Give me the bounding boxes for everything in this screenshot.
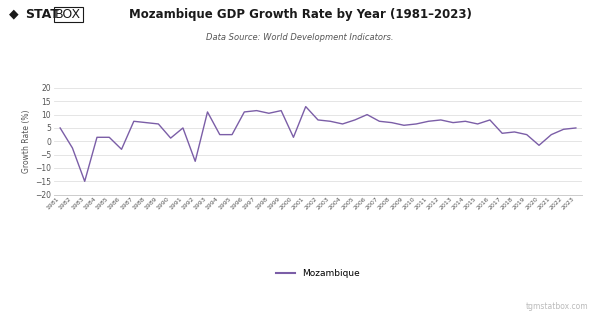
- Text: Mozambique GDP Growth Rate by Year (1981–2023): Mozambique GDP Growth Rate by Year (1981…: [128, 8, 472, 21]
- Legend: Mozambique: Mozambique: [273, 265, 363, 282]
- Text: tgmstatbox.com: tgmstatbox.com: [526, 302, 588, 311]
- Text: Data Source: World Development Indicators.: Data Source: World Development Indicator…: [206, 33, 394, 42]
- Text: ◆: ◆: [9, 8, 19, 21]
- Text: BOX: BOX: [55, 8, 82, 21]
- Y-axis label: Growth Rate (%): Growth Rate (%): [22, 110, 31, 173]
- Text: STAT: STAT: [25, 8, 59, 21]
